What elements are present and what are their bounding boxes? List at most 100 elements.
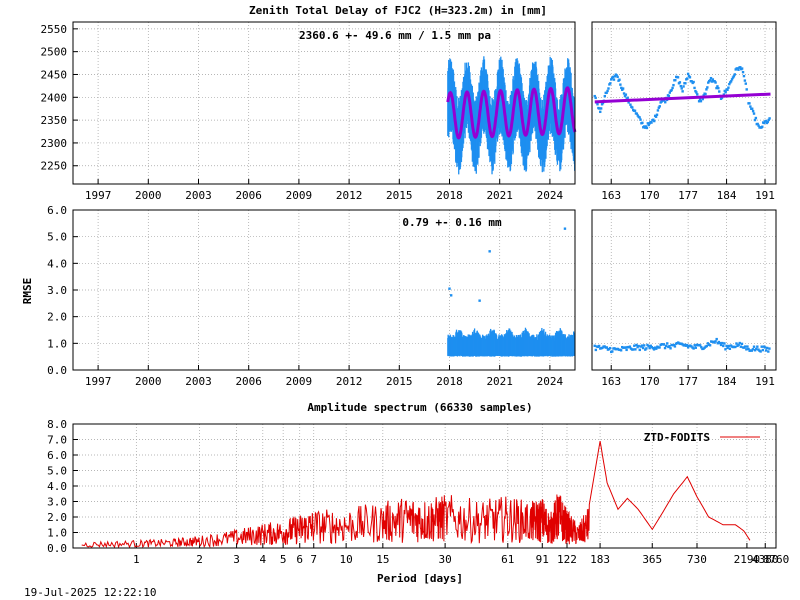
- spectrum-panel: Amplitude spectrum (66330 samples) Perio…: [47, 401, 789, 585]
- ztd-zoom-xtick-label: 184: [717, 189, 737, 202]
- ztd-zoom-point: [704, 92, 707, 96]
- rmse-outlier-point: [488, 250, 491, 253]
- ztd-zoom-point: [729, 80, 733, 83]
- ztd-zoom-point: [739, 66, 742, 69]
- ztd-zoom-point: [641, 121, 644, 125]
- rmse-ylabel: RMSE: [21, 278, 34, 305]
- ztd-zoom-point: [621, 88, 624, 91]
- rmse-zoom-point: [737, 343, 740, 346]
- rmse-zoom-point: [685, 343, 689, 347]
- rmse-zoom-point: [637, 344, 640, 348]
- rmse-xtick-label: 2018: [436, 375, 463, 388]
- rmse-zoom-point: [727, 344, 730, 348]
- spectrum-xtick-label: 183: [590, 553, 610, 566]
- ztd-zoom-point: [653, 119, 656, 123]
- rmse-ytick-label: 5.0: [47, 231, 67, 244]
- spectrum-xtick-label: 61: [501, 553, 514, 566]
- rmse-xtick-label: 2012: [336, 375, 363, 388]
- rmse-outlier-point: [449, 294, 453, 297]
- spectrum-ytick-label: 1.0: [47, 527, 67, 540]
- ztd-zoom-point: [693, 86, 696, 90]
- ztd-zoom-point: [605, 91, 608, 94]
- rmse-zoom-point: [750, 349, 754, 352]
- ztd-zoom-point: [607, 87, 610, 90]
- ztd-zoom-point: [701, 97, 704, 101]
- ztd-title: Zenith Total Delay of FJC2 (H=323.2m) in…: [249, 4, 547, 17]
- ztd-xtick-label: 2018: [436, 189, 463, 202]
- rmse-zoom-point: [745, 348, 748, 351]
- ztd-zoom-point: [603, 95, 607, 98]
- spectrum-xtick-label: 1: [133, 553, 140, 566]
- ztd-zoom-point: [615, 74, 618, 77]
- spectrum-xtick-label: 8760: [763, 553, 790, 566]
- rmse-zoom-point: [739, 345, 743, 348]
- spectrum-xtick-label: 5: [280, 553, 287, 566]
- rmse-zoom-point: [641, 346, 645, 350]
- spectrum-ytick-label: 4.0: [47, 480, 67, 493]
- ztd-zoom-point: [644, 125, 648, 128]
- ztd-zoom-point: [749, 105, 752, 108]
- ztd-xtick-label: 2012: [336, 189, 363, 202]
- rmse-zoom-point: [628, 345, 632, 348]
- ztd-zoom-point: [593, 94, 596, 98]
- ztd-zoom-point: [768, 117, 771, 120]
- rmse-outlier-point: [478, 299, 481, 302]
- spectrum-xtick-label: 10: [340, 553, 353, 566]
- ztd-ytick-label: 2500: [41, 46, 68, 59]
- rmse-zoom-point: [706, 342, 710, 345]
- rmse-zoom-point: [666, 342, 669, 345]
- rmse-zoom-point: [735, 342, 738, 345]
- rmse-zoom-point: [640, 344, 644, 347]
- ztd-zoom-panel: 163 170 177 184 191: [591, 21, 777, 202]
- ztd-panel: Zenith Total Delay of FJC2 (H=323.2m) in…: [41, 4, 577, 202]
- ztd-zoom-point: [599, 110, 602, 114]
- ztd-xtick-label: 2024: [537, 189, 564, 202]
- ztd-zoom-point: [728, 82, 731, 86]
- rmse-zoom-point: [619, 349, 623, 352]
- ztd-xtick-label: 2000: [135, 189, 162, 202]
- ztd-zoom-point: [733, 73, 737, 76]
- ztd-zoom-point: [694, 89, 697, 93]
- rmse-zoom-point: [624, 346, 627, 349]
- spectrum-ytick-label: 2.0: [47, 511, 67, 524]
- rmse-zoom-point: [597, 344, 601, 348]
- rmse-zoom-point: [655, 347, 658, 350]
- rmse-panel: RMSE 0.0 1.0 2.0 3.0 4.0 5.0 6.0 1997 2000 2003 20…: [21, 204, 576, 388]
- ztd-xtick-label: 2021: [486, 189, 513, 202]
- spectrum-ytick-label: 3.0: [47, 496, 67, 509]
- ztd-zoom-point: [717, 86, 720, 90]
- rmse-xtick-label: 2021: [486, 375, 513, 388]
- ztd-zoom-point: [664, 101, 667, 104]
- rmse-zoom-point: [734, 345, 737, 349]
- rmse-zoom-point: [708, 344, 712, 347]
- ztd-zoom-point: [702, 94, 705, 97]
- ztd-ytick-label: 2350: [41, 114, 68, 127]
- ztd-zoom-point: [684, 82, 687, 85]
- rmse-zoom-point: [751, 348, 755, 351]
- ztd-zoom-point: [744, 82, 747, 85]
- rmse-annotation: 0.79 +- 0.16 mm: [402, 216, 502, 229]
- ztd-zoom-point: [647, 123, 650, 127]
- timestamp: 19-Jul-2025 12:22:10: [24, 586, 156, 599]
- spectrum-ytick-label: 6.0: [47, 449, 67, 462]
- rmse-xtick-label: 2000: [135, 375, 162, 388]
- ztd-zoom-point: [732, 75, 736, 78]
- ztd-zoom-point: [692, 80, 695, 84]
- ztd-zoom-point: [757, 124, 760, 127]
- ztd-zoom-point: [612, 78, 616, 81]
- rmse-zoom-point: [755, 347, 758, 351]
- rmse-zoom-point: [719, 343, 723, 347]
- ztd-zoom-point: [706, 86, 709, 89]
- ztd-zoom-point: [688, 76, 692, 79]
- rmse-ytick-label: 1.0: [47, 337, 67, 350]
- rmse-zoom-point: [746, 345, 749, 348]
- spectrum-legend-label: ZTD-FODITS: [644, 431, 710, 444]
- ztd-zoom-point: [619, 83, 622, 86]
- ztd-zoom-point: [686, 77, 689, 80]
- ztd-zoom-point: [764, 119, 768, 123]
- rmse-xtick-label: 2024: [537, 375, 564, 388]
- spectrum-line: [81, 441, 751, 549]
- rmse-zoom-point: [728, 347, 732, 350]
- rmse-zoom-frame: [591, 209, 777, 371]
- rmse-ytick-label: 4.0: [47, 257, 67, 270]
